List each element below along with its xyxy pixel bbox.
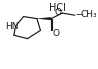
- Polygon shape: [37, 17, 51, 20]
- Text: O: O: [55, 8, 62, 17]
- Text: HN: HN: [5, 22, 18, 31]
- Text: CH₃: CH₃: [80, 10, 97, 19]
- Text: O: O: [53, 29, 60, 38]
- Text: —: —: [75, 10, 83, 19]
- Text: HCl: HCl: [49, 3, 65, 13]
